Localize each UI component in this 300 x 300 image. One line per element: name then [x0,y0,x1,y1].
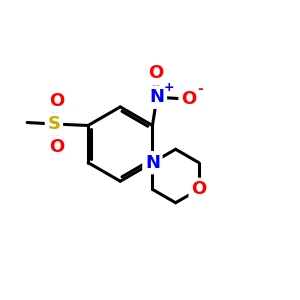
Text: O: O [49,138,64,156]
Text: O: O [49,92,64,110]
Text: N: N [145,154,160,172]
Text: -: - [198,82,203,96]
Text: O: O [181,90,196,108]
Text: S: S [47,115,60,133]
Text: O: O [148,64,163,82]
Text: N: N [149,88,164,106]
Text: +: + [164,81,174,94]
Text: O: O [191,180,206,198]
